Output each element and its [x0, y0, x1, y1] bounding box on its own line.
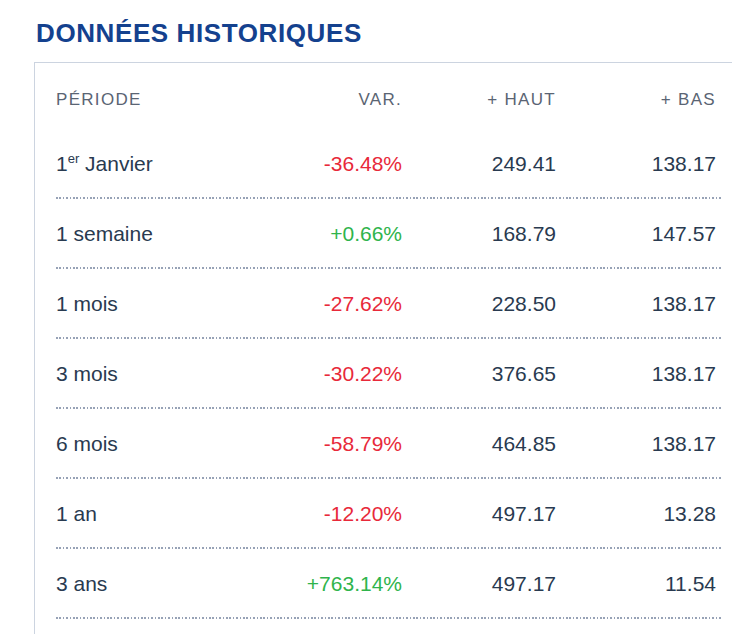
- low-cell: 13.28: [561, 502, 721, 526]
- high-cell: 168.79: [407, 222, 561, 246]
- table-row: 3 mois -30.22% 376.65 138.17: [56, 339, 721, 409]
- high-cell: 228.50: [407, 292, 561, 316]
- period-text: 1 an: [56, 502, 97, 525]
- column-header-period: PÉRIODE: [56, 90, 257, 110]
- high-cell: 376.65: [407, 362, 561, 386]
- period-cell: 1er Janvier: [56, 152, 257, 176]
- low-cell: 11.54: [561, 572, 721, 596]
- high-cell: 464.85: [407, 432, 561, 456]
- period-cell: 3 ans: [56, 572, 257, 596]
- table-row: 6 mois -58.79% 464.85 138.17: [56, 409, 721, 479]
- period-text-rest: Janvier: [79, 152, 153, 175]
- table-row: 3 ans +763.14% 497.17 11.54: [56, 549, 721, 619]
- period-text: 6 mois: [56, 432, 118, 455]
- low-cell: 138.17: [561, 152, 721, 176]
- variation-cell: -30.22%: [257, 362, 407, 386]
- column-header-low: + BAS: [561, 90, 721, 110]
- table-header-row: PÉRIODE VAR. + HAUT + BAS: [56, 63, 721, 129]
- period-cell: 1 semaine: [56, 222, 257, 246]
- low-cell: 147.57: [561, 222, 721, 246]
- period-text: 3 ans: [56, 572, 107, 595]
- variation-cell: -27.62%: [257, 292, 407, 316]
- period-cell: 3 mois: [56, 362, 257, 386]
- period-cell: 6 mois: [56, 432, 257, 456]
- column-header-high: + HAUT: [407, 90, 561, 110]
- ordinal-suffix: er: [68, 151, 80, 166]
- low-cell: 138.17: [561, 292, 721, 316]
- high-cell: 249.41: [407, 152, 561, 176]
- period-text: 3 mois: [56, 362, 118, 385]
- period-text: 1: [56, 152, 68, 175]
- variation-cell: +0.66%: [257, 222, 407, 246]
- column-header-var: VAR.: [257, 90, 407, 110]
- table-row: 1er Janvier -36.48% 249.41 138.17: [56, 129, 721, 199]
- variation-cell: -58.79%: [257, 432, 407, 456]
- page-title: DONNÉES HISTORIQUES: [36, 18, 362, 49]
- period-text: 1 semaine: [56, 222, 153, 245]
- low-cell: 138.17: [561, 432, 721, 456]
- variation-cell: +763.14%: [257, 572, 407, 596]
- period-cell: 1 an: [56, 502, 257, 526]
- variation-cell: -12.20%: [257, 502, 407, 526]
- period-cell: 1 mois: [56, 292, 257, 316]
- period-text: 1 mois: [56, 292, 118, 315]
- table-row: 1 an -12.20% 497.17 13.28: [56, 479, 721, 549]
- high-cell: 497.17: [407, 572, 561, 596]
- table-row: 1 mois -27.62% 228.50 138.17: [56, 269, 721, 339]
- variation-cell: -36.48%: [257, 152, 407, 176]
- table-row: 1 semaine +0.66% 168.79 147.57: [56, 199, 721, 269]
- high-cell: 497.17: [407, 502, 561, 526]
- low-cell: 138.17: [561, 362, 721, 386]
- historical-data-panel: PÉRIODE VAR. + HAUT + BAS 1er Janvier -3…: [34, 62, 732, 634]
